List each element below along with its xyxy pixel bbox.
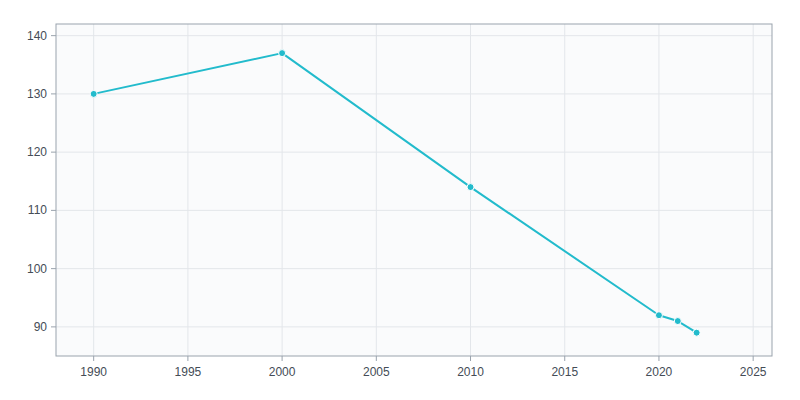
grid-line-x — [282, 24, 283, 356]
x-tick — [753, 356, 754, 361]
grid-line-x — [564, 24, 565, 356]
x-tick-label: 2005 — [363, 365, 390, 379]
y-tick — [51, 210, 56, 211]
y-tick — [51, 326, 56, 327]
grid — [56, 24, 772, 356]
line — [94, 53, 697, 333]
x-tick — [187, 356, 188, 361]
grid-line-y — [56, 93, 772, 94]
y-tick — [51, 152, 56, 153]
x-tick-label: 2000 — [269, 365, 296, 379]
point — [90, 90, 97, 97]
grid-line-x — [753, 24, 754, 356]
grid-line-y — [56, 326, 772, 327]
x-tick-label: 2015 — [551, 365, 578, 379]
grid-line-y — [56, 152, 772, 153]
grid-line-y — [56, 35, 772, 36]
x-tick-label: 2010 — [457, 365, 484, 379]
x-tick — [658, 356, 659, 361]
grid-line-x — [93, 24, 94, 356]
y-tick-label: 100 — [27, 262, 47, 276]
x-tick-label: 1995 — [175, 365, 202, 379]
y-tick — [51, 268, 56, 269]
tick-labels: 1990 1995 2000 2005 2010 2015 2020 2025 90 100 110… — [27, 29, 767, 379]
y-tick-label: 130 — [27, 87, 47, 101]
point — [693, 329, 700, 336]
grid-line-x — [658, 24, 659, 356]
y-tick-label: 140 — [27, 29, 47, 43]
plot-background — [56, 24, 772, 356]
grid-line-y — [56, 210, 772, 211]
point — [674, 318, 681, 325]
x-tick — [282, 356, 283, 361]
plot-frame — [56, 24, 772, 356]
x-tick-label: 2025 — [740, 365, 767, 379]
chart: 1990 1995 2000 2005 2010 2015 2020 2025 90 100 110… — [0, 0, 800, 400]
x-tick — [470, 356, 471, 361]
point — [655, 312, 662, 319]
x-tick-label: 1990 — [80, 365, 107, 379]
point — [467, 184, 474, 191]
x-tick — [376, 356, 377, 361]
grid-line-x — [376, 24, 377, 356]
x-tick — [564, 356, 565, 361]
data-series — [90, 50, 700, 337]
grid-line-y — [56, 268, 772, 269]
point — [279, 50, 286, 57]
x-tick-label: 2020 — [646, 365, 673, 379]
y-tick — [51, 35, 56, 36]
y-tick — [51, 93, 56, 94]
y-tick-label: 120 — [27, 145, 47, 159]
y-tick-label: 110 — [28, 203, 47, 217]
y-tick-label: 90 — [34, 320, 48, 334]
x-tick — [93, 356, 94, 361]
